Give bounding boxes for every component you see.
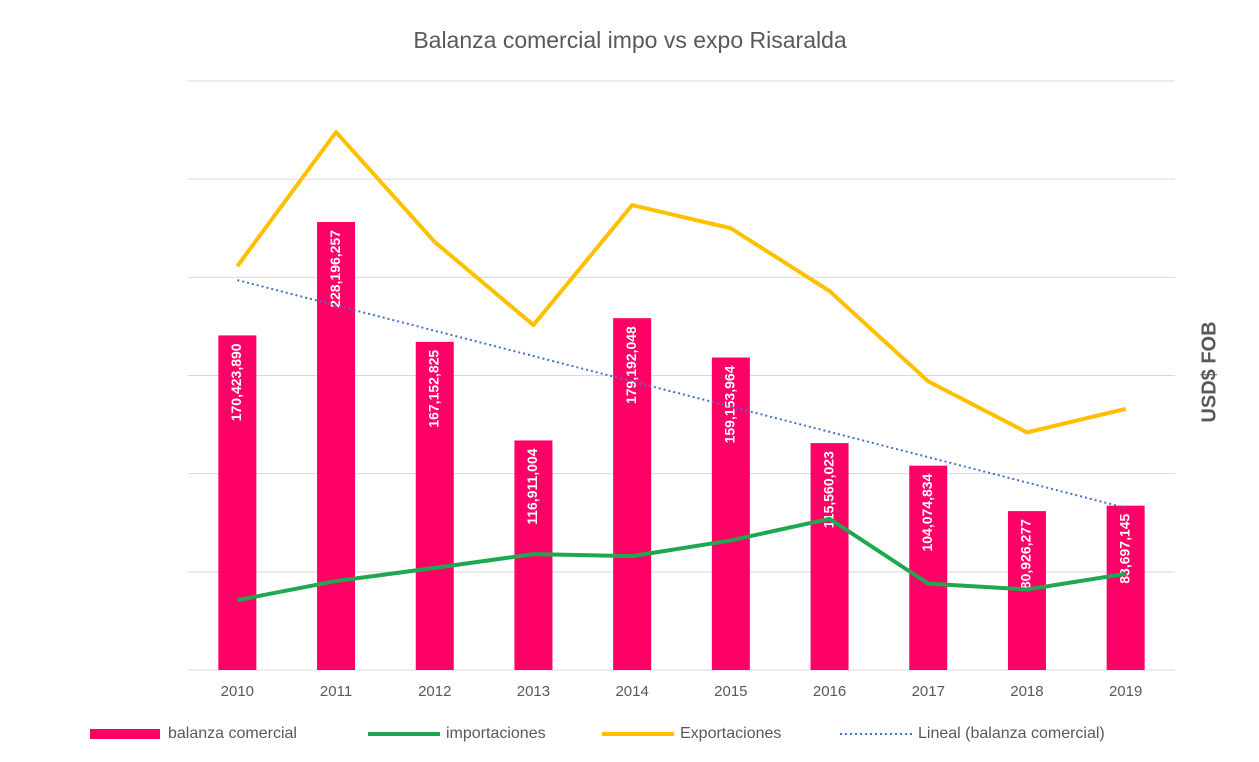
x-tick-label: 2010 bbox=[221, 683, 254, 700]
legend-swatch bbox=[90, 729, 160, 739]
data-label: 170,423,890 bbox=[228, 343, 244, 421]
x-tick-label: 2018 bbox=[1010, 683, 1043, 700]
data-label: 228,196,257 bbox=[327, 230, 343, 308]
y-axis-label: USD$ FOB bbox=[1198, 321, 1220, 422]
bar bbox=[1106, 505, 1145, 670]
data-label: 159,153,964 bbox=[722, 365, 738, 443]
bar bbox=[613, 318, 652, 670]
data-label: 115,560,023 bbox=[820, 451, 836, 528]
data-label: 167,152,825 bbox=[425, 350, 441, 428]
x-tick-label: 2016 bbox=[813, 683, 846, 700]
data-label: 104,074,834 bbox=[919, 473, 935, 551]
bar bbox=[909, 465, 948, 670]
x-tick-label: 2017 bbox=[912, 683, 945, 700]
legend-label: Lineal (balanza comercial) bbox=[918, 725, 1105, 742]
x-tick-label: 2014 bbox=[615, 683, 648, 700]
legend-label: balanza comercial bbox=[168, 725, 297, 742]
line bbox=[236, 516, 1126, 603]
x-tick-label: 2012 bbox=[418, 683, 451, 700]
legend-label: Exportaciones bbox=[680, 725, 781, 742]
bar bbox=[810, 443, 849, 670]
line bbox=[235, 130, 1127, 435]
data-label: 116,911,004 bbox=[524, 448, 540, 525]
chart-title: Balanza comercial impo vs expo Risaralda bbox=[413, 27, 847, 53]
x-tick-label: 2013 bbox=[517, 683, 550, 700]
data-label: 179,192,048 bbox=[623, 326, 639, 404]
legend-label: importaciones bbox=[446, 725, 546, 742]
bar bbox=[415, 341, 454, 670]
bar bbox=[317, 221, 356, 671]
bar bbox=[218, 335, 257, 670]
x-tick-label: 2019 bbox=[1109, 683, 1142, 700]
x-tick-label: 2011 bbox=[320, 683, 352, 700]
data-label: 80,926,277 bbox=[1018, 519, 1034, 589]
bar bbox=[711, 357, 750, 670]
data-label: 83,697,145 bbox=[1116, 513, 1132, 583]
x-tick-label: 2015 bbox=[714, 683, 747, 700]
